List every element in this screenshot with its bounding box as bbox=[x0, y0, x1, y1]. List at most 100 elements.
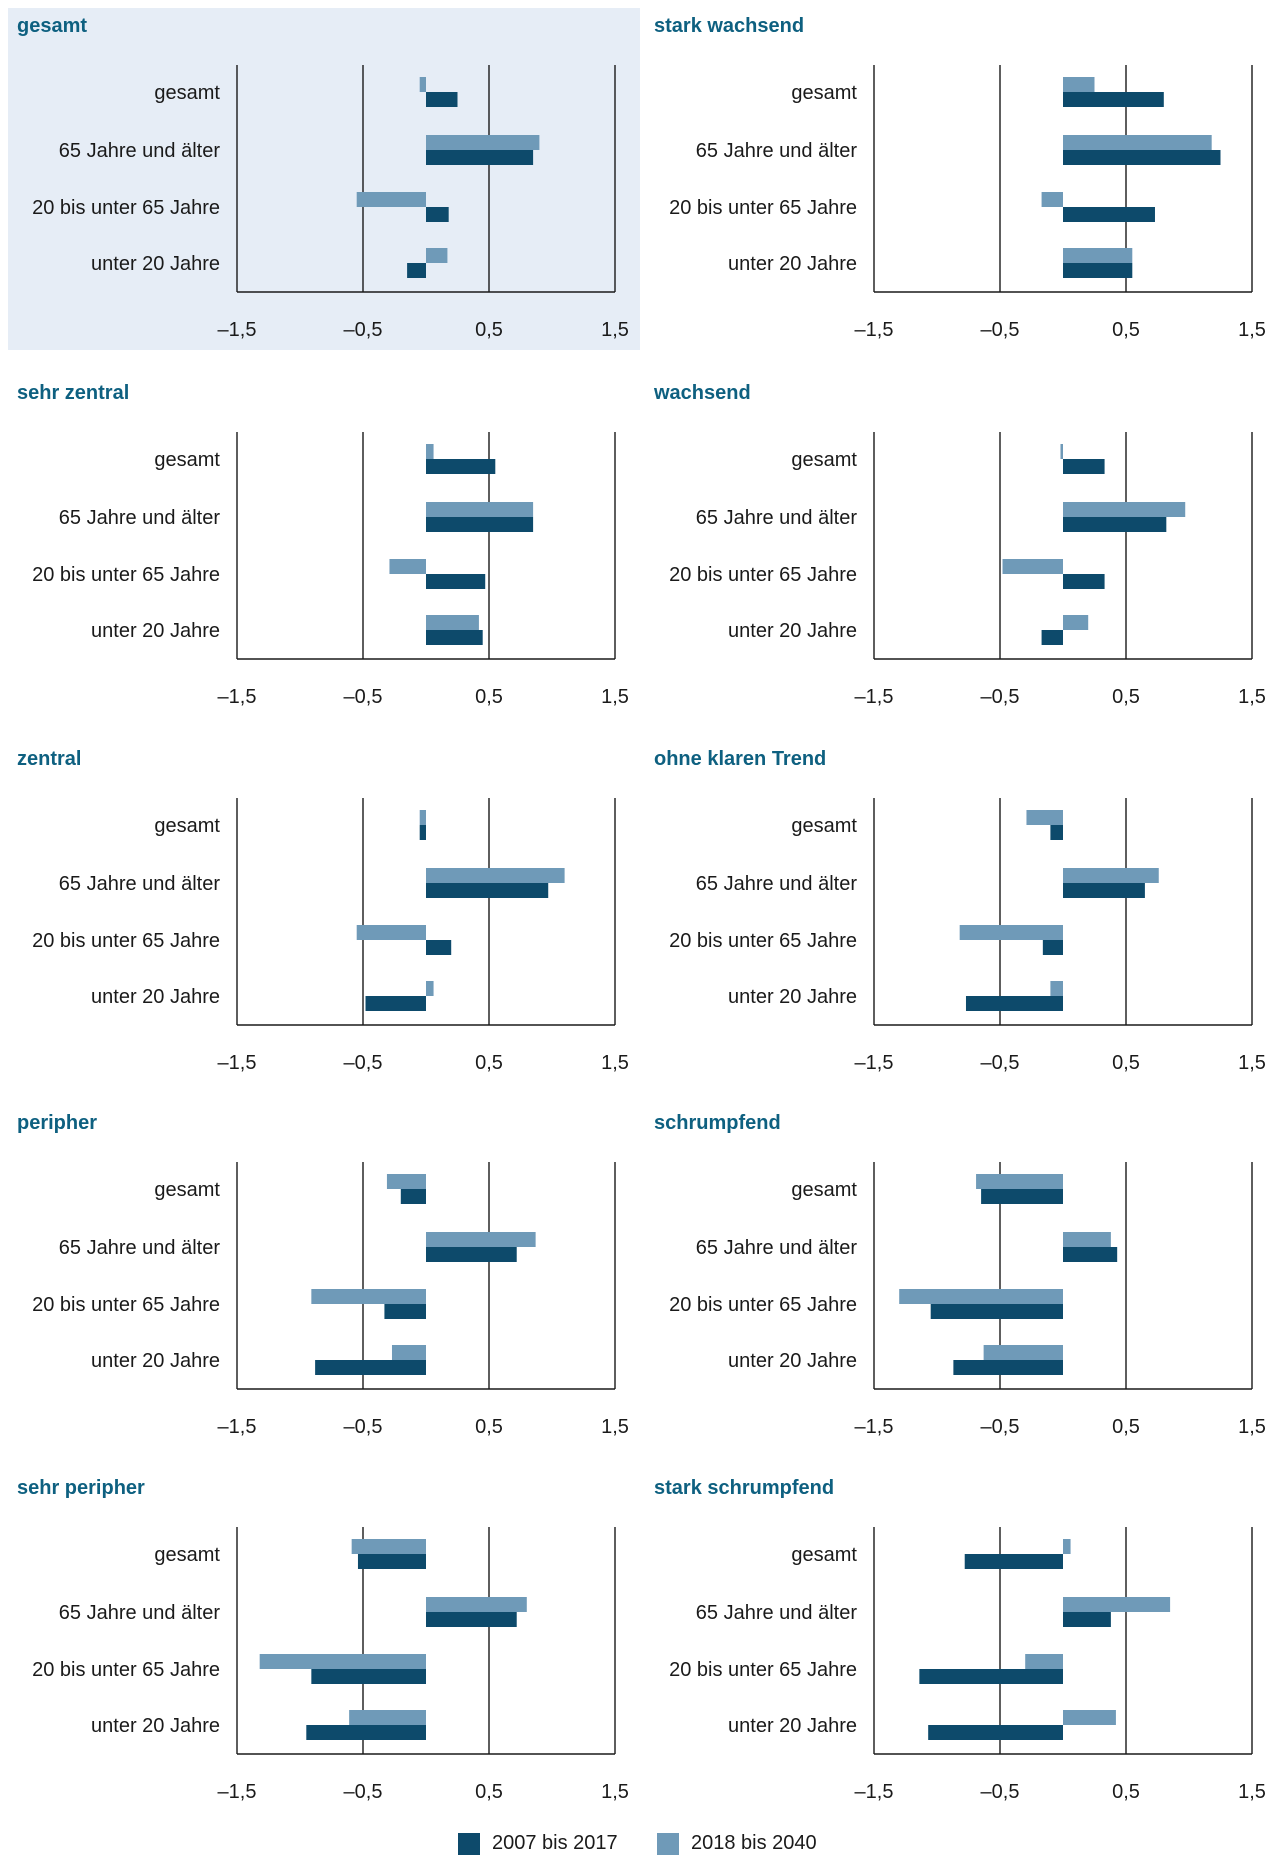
bar-2007-2017-zentral-0 bbox=[419, 825, 426, 840]
bar-2007-2017-sehr-zentral-3 bbox=[426, 630, 483, 645]
category-label-schrumpfend-2: 20 bis unter 65 Jahre bbox=[669, 1294, 857, 1316]
bar-2007-2017-zentral-2 bbox=[426, 940, 452, 955]
bar-2018-2040-sehr-zentral-0 bbox=[426, 444, 434, 459]
category-label-wachsend-3: unter 20 Jahre bbox=[728, 620, 857, 642]
category-label-schrumpfend-3: unter 20 Jahre bbox=[728, 1350, 857, 1372]
bar-2007-2017-stark-wachsend-0 bbox=[1063, 92, 1164, 107]
tick-label-sehr-zentral-1: –0,5 bbox=[344, 686, 383, 708]
bar-2018-2040-zentral-0 bbox=[419, 810, 426, 825]
bar-2018-2040-schrumpfend-0 bbox=[976, 1174, 1063, 1189]
category-label-stark-schrumpfend-2: 20 bis unter 65 Jahre bbox=[669, 1659, 857, 1681]
bar-2007-2017-stark-schrumpfend-3 bbox=[928, 1725, 1063, 1740]
tick-label-stark-wachsend-1: –0,5 bbox=[981, 319, 1020, 341]
bar-2007-2017-stark-wachsend-3 bbox=[1063, 263, 1133, 278]
bar-2007-2017-gesamt-2 bbox=[426, 207, 449, 222]
tick-label-stark-wachsend-0: –1,5 bbox=[855, 319, 894, 341]
tick-label-sehr-zentral-3: 1,5 bbox=[601, 686, 629, 708]
tick-label-zentral-2: 0,5 bbox=[475, 1052, 503, 1074]
tick-label-peripher-0: –1,5 bbox=[218, 1416, 257, 1438]
panel-background-gesamt bbox=[8, 8, 640, 350]
legend-item-2018-2040: 2018 bis 2040 bbox=[657, 1832, 817, 1855]
legend-swatch-2007-2017 bbox=[458, 1832, 480, 1855]
bar-2018-2040-gesamt-2 bbox=[356, 192, 426, 207]
panel-title-wachsend: wachsend bbox=[653, 382, 751, 404]
bar-2007-2017-peripher-2 bbox=[384, 1304, 426, 1319]
panel-title-gesamt: gesamt bbox=[17, 15, 87, 37]
bar-2018-2040-ohne-klaren-trend-0 bbox=[1026, 810, 1063, 825]
panel-title-zentral: zentral bbox=[17, 748, 81, 770]
bar-2018-2040-sehr-peripher-1 bbox=[426, 1597, 527, 1612]
bar-2007-2017-ohne-klaren-trend-3 bbox=[965, 996, 1063, 1011]
panel-title-sehr-peripher: sehr peripher bbox=[17, 1477, 145, 1499]
tick-label-gesamt-3: 1,5 bbox=[601, 319, 629, 341]
bar-2018-2040-stark-wachsend-2 bbox=[1041, 192, 1063, 207]
tick-label-ohne-klaren-trend-1: –0,5 bbox=[981, 1052, 1020, 1074]
tick-label-schrumpfend-0: –1,5 bbox=[855, 1416, 894, 1438]
bar-2018-2040-stark-schrumpfend-3 bbox=[1063, 1710, 1116, 1725]
legend-label-2018-2040: 2018 bis 2040 bbox=[691, 1832, 817, 1854]
tick-label-stark-schrumpfend-1: –0,5 bbox=[981, 1781, 1020, 1803]
bar-2018-2040-sehr-peripher-3 bbox=[349, 1710, 426, 1725]
tick-label-stark-wachsend-3: 1,5 bbox=[1238, 319, 1266, 341]
bar-2007-2017-peripher-1 bbox=[426, 1247, 517, 1262]
bar-2007-2017-sehr-peripher-0 bbox=[357, 1554, 426, 1569]
legend-label-2007-2017: 2007 bis 2017 bbox=[492, 1832, 618, 1854]
tick-label-schrumpfend-1: –0,5 bbox=[981, 1416, 1020, 1438]
tick-label-stark-schrumpfend-0: –1,5 bbox=[855, 1781, 894, 1803]
category-label-sehr-peripher-1: 65 Jahre und älter bbox=[59, 1602, 221, 1624]
bar-2007-2017-sehr-zentral-2 bbox=[426, 574, 486, 589]
bar-2018-2040-gesamt-3 bbox=[426, 248, 448, 263]
category-label-sehr-peripher-0: gesamt bbox=[154, 1544, 220, 1566]
bar-2007-2017-wachsend-2 bbox=[1063, 574, 1105, 589]
bar-2007-2017-schrumpfend-0 bbox=[981, 1189, 1063, 1204]
bar-2007-2017-stark-schrumpfend-0 bbox=[964, 1554, 1063, 1569]
bar-2007-2017-stark-schrumpfend-2 bbox=[919, 1669, 1063, 1684]
bar-2018-2040-stark-wachsend-3 bbox=[1063, 248, 1133, 263]
tick-label-sehr-zentral-2: 0,5 bbox=[475, 686, 503, 708]
category-label-stark-schrumpfend-0: gesamt bbox=[791, 1544, 857, 1566]
tick-label-zentral-3: 1,5 bbox=[601, 1052, 629, 1074]
category-label-gesamt-0: gesamt bbox=[154, 82, 220, 104]
category-label-wachsend-0: gesamt bbox=[791, 449, 857, 471]
bar-2007-2017-peripher-0 bbox=[400, 1189, 426, 1204]
category-label-wachsend-1: 65 Jahre und älter bbox=[696, 507, 858, 529]
bar-2007-2017-ohne-klaren-trend-0 bbox=[1050, 825, 1063, 840]
category-label-sehr-peripher-2: 20 bis unter 65 Jahre bbox=[32, 1659, 220, 1681]
bar-2018-2040-stark-wachsend-1 bbox=[1063, 135, 1212, 150]
bar-2018-2040-zentral-1 bbox=[426, 868, 565, 883]
tick-label-peripher-3: 1,5 bbox=[601, 1416, 629, 1438]
category-label-stark-schrumpfend-3: unter 20 Jahre bbox=[728, 1715, 857, 1737]
category-label-peripher-3: unter 20 Jahre bbox=[91, 1350, 220, 1372]
tick-label-sehr-peripher-3: 1,5 bbox=[601, 1781, 629, 1803]
panel-title-schrumpfend: schrumpfend bbox=[654, 1112, 781, 1134]
category-label-schrumpfend-1: 65 Jahre und älter bbox=[696, 1237, 858, 1259]
category-label-ohne-klaren-trend-1: 65 Jahre und älter bbox=[696, 873, 858, 895]
tick-label-ohne-klaren-trend-3: 1,5 bbox=[1238, 1052, 1266, 1074]
tick-label-gesamt-1: –0,5 bbox=[344, 319, 383, 341]
tick-label-gesamt-0: –1,5 bbox=[218, 319, 257, 341]
tick-label-sehr-peripher-2: 0,5 bbox=[475, 1781, 503, 1803]
category-label-zentral-2: 20 bis unter 65 Jahre bbox=[32, 930, 220, 952]
category-label-peripher-2: 20 bis unter 65 Jahre bbox=[32, 1294, 220, 1316]
category-label-ohne-klaren-trend-2: 20 bis unter 65 Jahre bbox=[669, 930, 857, 952]
tick-label-gesamt-2: 0,5 bbox=[475, 319, 503, 341]
bar-2018-2040-wachsend-0 bbox=[1060, 444, 1063, 459]
bar-2007-2017-gesamt-3 bbox=[407, 263, 426, 278]
category-label-zentral-1: 65 Jahre und älter bbox=[59, 873, 221, 895]
bar-2018-2040-stark-schrumpfend-1 bbox=[1063, 1597, 1171, 1612]
legend-swatch-2018-2040 bbox=[657, 1832, 679, 1855]
bar-2018-2040-ohne-klaren-trend-1 bbox=[1063, 868, 1159, 883]
bar-2007-2017-stark-wachsend-1 bbox=[1063, 150, 1221, 165]
panel-title-peripher: peripher bbox=[17, 1112, 97, 1134]
panel-title-stark-schrumpfend: stark schrumpfend bbox=[654, 1477, 834, 1499]
category-label-sehr-zentral-2: 20 bis unter 65 Jahre bbox=[32, 564, 220, 586]
category-label-stark-wachsend-3: unter 20 Jahre bbox=[728, 253, 857, 275]
chart-legend: 2007 bis 2017 2018 bis 2040 bbox=[0, 1832, 1285, 1856]
tick-label-sehr-peripher-0: –1,5 bbox=[218, 1781, 257, 1803]
bar-2018-2040-peripher-2 bbox=[311, 1289, 426, 1304]
category-label-stark-schrumpfend-1: 65 Jahre und älter bbox=[696, 1602, 858, 1624]
category-label-sehr-peripher-3: unter 20 Jahre bbox=[91, 1715, 220, 1737]
category-label-schrumpfend-0: gesamt bbox=[791, 1179, 857, 1201]
bar-2018-2040-peripher-3 bbox=[391, 1345, 426, 1360]
tick-label-wachsend-0: –1,5 bbox=[855, 686, 894, 708]
